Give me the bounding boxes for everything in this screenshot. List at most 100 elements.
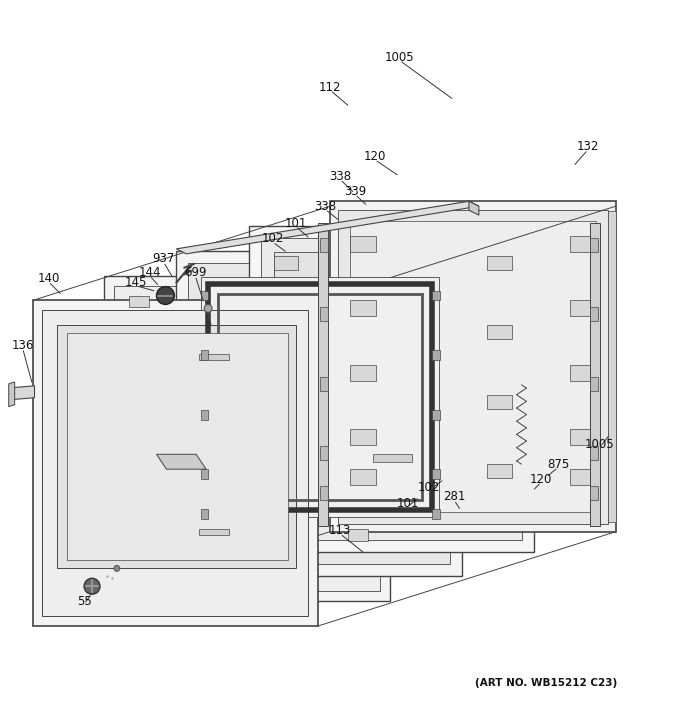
Text: 112: 112 bbox=[319, 80, 341, 93]
Polygon shape bbox=[570, 300, 596, 316]
Polygon shape bbox=[57, 325, 296, 568]
Polygon shape bbox=[590, 223, 600, 526]
Polygon shape bbox=[487, 464, 511, 478]
Polygon shape bbox=[201, 277, 439, 517]
Polygon shape bbox=[129, 300, 368, 544]
Polygon shape bbox=[487, 325, 511, 339]
Polygon shape bbox=[570, 236, 596, 252]
Polygon shape bbox=[487, 256, 511, 270]
Polygon shape bbox=[348, 529, 368, 541]
Polygon shape bbox=[570, 469, 596, 485]
Polygon shape bbox=[188, 263, 450, 565]
Polygon shape bbox=[348, 355, 368, 367]
Circle shape bbox=[84, 578, 100, 594]
Polygon shape bbox=[201, 350, 208, 360]
Polygon shape bbox=[273, 395, 299, 408]
Polygon shape bbox=[129, 295, 148, 308]
Polygon shape bbox=[318, 223, 328, 526]
Polygon shape bbox=[432, 350, 440, 360]
Text: 937: 937 bbox=[152, 252, 175, 265]
Polygon shape bbox=[348, 474, 368, 486]
Polygon shape bbox=[350, 300, 376, 316]
Polygon shape bbox=[432, 410, 440, 419]
Polygon shape bbox=[487, 395, 511, 408]
Text: 875: 875 bbox=[547, 458, 569, 471]
Circle shape bbox=[114, 565, 120, 571]
Text: 339: 339 bbox=[344, 185, 366, 198]
Polygon shape bbox=[590, 238, 598, 252]
Polygon shape bbox=[350, 236, 376, 252]
Polygon shape bbox=[114, 285, 379, 592]
Polygon shape bbox=[176, 251, 462, 576]
Text: 120: 120 bbox=[530, 473, 553, 486]
Polygon shape bbox=[129, 529, 148, 541]
Polygon shape bbox=[570, 429, 596, 445]
Text: (ART NO. WB15212 C23): (ART NO. WB15212 C23) bbox=[475, 678, 617, 688]
Polygon shape bbox=[432, 290, 440, 300]
Text: 281: 281 bbox=[443, 490, 465, 503]
Polygon shape bbox=[273, 325, 299, 339]
Polygon shape bbox=[201, 290, 208, 300]
Text: 145: 145 bbox=[124, 276, 147, 289]
Text: 1005: 1005 bbox=[585, 438, 615, 451]
Polygon shape bbox=[320, 377, 328, 391]
Polygon shape bbox=[373, 454, 412, 462]
Polygon shape bbox=[350, 429, 376, 445]
Circle shape bbox=[204, 305, 212, 312]
Polygon shape bbox=[33, 300, 318, 626]
Polygon shape bbox=[320, 486, 328, 500]
Polygon shape bbox=[432, 469, 440, 479]
Text: 338: 338 bbox=[314, 200, 336, 213]
Polygon shape bbox=[260, 238, 522, 539]
Polygon shape bbox=[249, 226, 534, 552]
Polygon shape bbox=[350, 221, 596, 512]
Text: 102: 102 bbox=[261, 232, 284, 245]
Polygon shape bbox=[273, 252, 511, 492]
Polygon shape bbox=[129, 355, 148, 367]
Polygon shape bbox=[338, 210, 608, 523]
Text: 132: 132 bbox=[577, 140, 599, 153]
Polygon shape bbox=[156, 454, 206, 469]
Polygon shape bbox=[67, 333, 288, 560]
Polygon shape bbox=[129, 474, 148, 486]
Text: 102: 102 bbox=[418, 481, 441, 494]
Text: 338: 338 bbox=[329, 170, 351, 183]
Polygon shape bbox=[608, 211, 615, 522]
Polygon shape bbox=[590, 308, 598, 321]
Circle shape bbox=[156, 287, 174, 305]
Polygon shape bbox=[273, 464, 299, 478]
Text: 101: 101 bbox=[396, 497, 419, 510]
Polygon shape bbox=[570, 365, 596, 381]
Polygon shape bbox=[11, 386, 35, 400]
Polygon shape bbox=[330, 201, 615, 531]
Polygon shape bbox=[201, 509, 208, 519]
Text: 144: 144 bbox=[138, 266, 160, 279]
Text: 55: 55 bbox=[77, 594, 92, 607]
Polygon shape bbox=[432, 509, 440, 519]
Text: 1005: 1005 bbox=[385, 51, 414, 64]
Polygon shape bbox=[176, 201, 479, 254]
Polygon shape bbox=[201, 410, 208, 419]
Text: 140: 140 bbox=[37, 272, 60, 285]
Text: 136: 136 bbox=[12, 339, 34, 352]
Polygon shape bbox=[320, 238, 328, 252]
Polygon shape bbox=[590, 486, 598, 500]
Polygon shape bbox=[469, 201, 479, 215]
Polygon shape bbox=[199, 529, 229, 534]
Text: 101: 101 bbox=[284, 216, 307, 230]
Polygon shape bbox=[129, 415, 148, 426]
Polygon shape bbox=[42, 311, 308, 616]
Polygon shape bbox=[320, 308, 328, 321]
Text: 120: 120 bbox=[364, 150, 386, 163]
Polygon shape bbox=[320, 447, 328, 460]
Polygon shape bbox=[201, 469, 208, 479]
Polygon shape bbox=[228, 504, 268, 510]
Polygon shape bbox=[348, 415, 368, 426]
Polygon shape bbox=[350, 469, 376, 485]
Polygon shape bbox=[199, 354, 229, 360]
Polygon shape bbox=[590, 447, 598, 460]
Text: 699: 699 bbox=[184, 266, 207, 279]
Polygon shape bbox=[348, 295, 368, 308]
Polygon shape bbox=[590, 377, 598, 391]
Text: 113: 113 bbox=[329, 524, 351, 537]
